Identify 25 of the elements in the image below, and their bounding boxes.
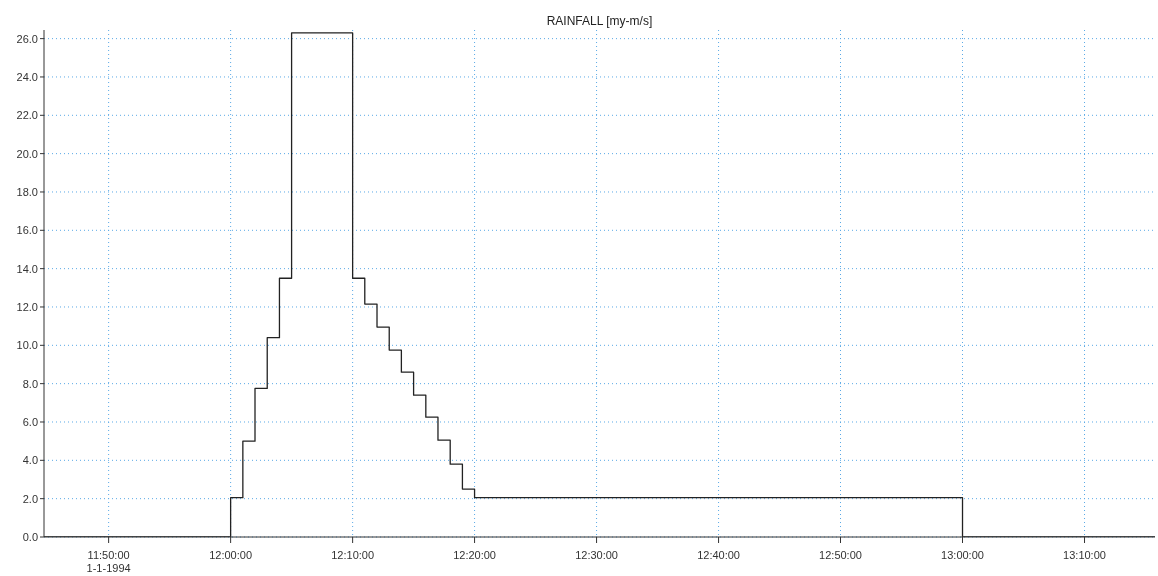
x-tick-label: 12:50:00: [819, 549, 862, 561]
y-tick-label: 10.0: [16, 339, 38, 352]
y-tick-label: 22.0: [16, 109, 38, 122]
x-tick-label: 12:20:00: [453, 549, 496, 561]
y-tick-label: 26.0: [16, 32, 38, 45]
x-tick-label: 12:00:00: [209, 549, 253, 561]
y-tick-label: 14.0: [16, 262, 38, 275]
y-tick-label: 18.0: [16, 185, 38, 198]
y-tick-label: 8.0: [22, 377, 38, 390]
x-tick-label: 12:30:00: [575, 549, 618, 561]
x-tick-label: 11:50:00: [87, 549, 130, 561]
x-tick-label: 13:10:00: [1063, 549, 1106, 561]
y-tick-label: 6.0: [22, 415, 38, 428]
y-tick-label: 12.0: [16, 300, 38, 313]
y-tick-label: 2.0: [22, 492, 38, 505]
x-tick-label: 13:00:00: [941, 549, 984, 561]
x-tick-label: 12:10:00: [331, 549, 375, 561]
chart-title: RAINFALL [my-m/s]: [545, 14, 654, 28]
y-tick-label: 20.0: [16, 147, 38, 160]
x-tick-label: 12:40:00: [697, 549, 740, 561]
y-tick-label: 24.0: [16, 70, 38, 83]
y-tick-label: 0.0: [22, 530, 38, 543]
y-tick-label: 16.0: [16, 224, 38, 237]
y-tick-label: 4.0: [22, 454, 38, 467]
text: 1-1-1994: [86, 562, 131, 574]
